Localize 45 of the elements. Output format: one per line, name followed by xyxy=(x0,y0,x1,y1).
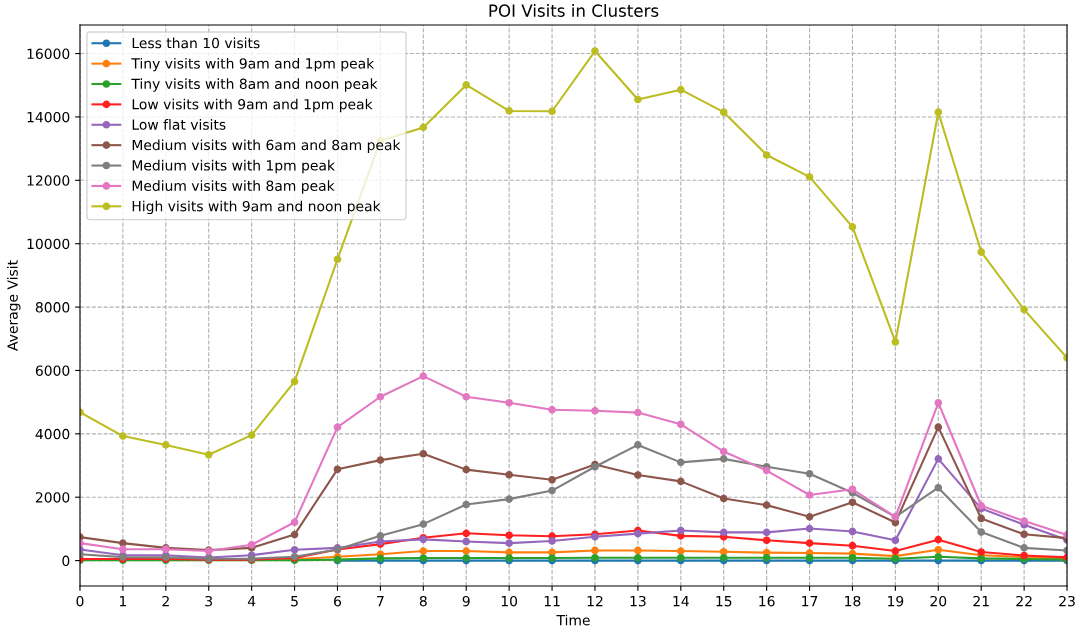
x-tick-label: 2 xyxy=(162,595,169,607)
legend-label: Medium visits with 8am peak xyxy=(132,180,335,194)
x-tick-label: 11 xyxy=(544,596,560,607)
x-tick-label: 17 xyxy=(802,596,818,607)
chart-title: POI Visits in Clusters xyxy=(489,4,659,17)
y-tick-label: 4000 xyxy=(35,428,70,440)
x-tick-label: 13 xyxy=(630,595,646,607)
x-tick-label: 5 xyxy=(291,596,298,607)
y-tick-label: 16000 xyxy=(27,48,70,60)
legend-label: Tiny visits with 8am and noon peak xyxy=(131,78,378,92)
x-tick-label: 19 xyxy=(888,595,904,607)
y-tick-label: 8000 xyxy=(35,302,70,313)
x-tick-label: 0 xyxy=(76,595,84,607)
x-tick-label: 12 xyxy=(587,595,603,607)
x-tick-label: 21 xyxy=(973,595,989,607)
x-tick-label: 1 xyxy=(120,596,127,607)
x-tick-label: 7 xyxy=(377,596,384,607)
y-tick-label: 2000 xyxy=(35,492,70,503)
legend-label: Medium visits with 6am and 8am peak xyxy=(132,139,401,153)
x-tick-label: 22 xyxy=(1016,595,1032,607)
legend-label: Tiny visits with 9am and 1pm peak xyxy=(131,57,375,72)
y-tick-label: 6000 xyxy=(35,365,70,376)
y-axis-title: Average Visit xyxy=(7,260,21,351)
x-axis-title: Time xyxy=(556,614,590,626)
x-tick-label: 16 xyxy=(759,595,775,607)
x-tick-label: 14 xyxy=(673,596,689,607)
legend-label: Low flat visits xyxy=(132,119,226,130)
x-tick-label: 23 xyxy=(1059,595,1075,607)
x-tick-label: 6 xyxy=(334,595,342,607)
y-tick-label: 14000 xyxy=(27,111,70,123)
legend-label: Less than 10 visits xyxy=(132,37,260,49)
x-tick-label: 20 xyxy=(930,595,947,607)
x-tick-label: 10 xyxy=(501,595,518,607)
legend-label: High visits with 9am and noon peak xyxy=(132,200,381,215)
y-tick-label: 0 xyxy=(62,555,70,567)
x-tick-label: 9 xyxy=(462,595,470,607)
x-tick-label: 15 xyxy=(716,596,732,607)
x-tick-label: 3 xyxy=(205,595,213,607)
x-tick-label: 4 xyxy=(247,596,256,607)
y-tick-label: 12000 xyxy=(27,175,70,186)
legend-label: Low visits with 9am and 1pm peak xyxy=(132,98,373,113)
x-tick-label: 8 xyxy=(419,595,427,607)
x-tick-label: 18 xyxy=(845,595,861,607)
legend-label: Medium visits with 1pm peak xyxy=(132,159,335,174)
y-tick-label: 10000 xyxy=(27,238,70,250)
